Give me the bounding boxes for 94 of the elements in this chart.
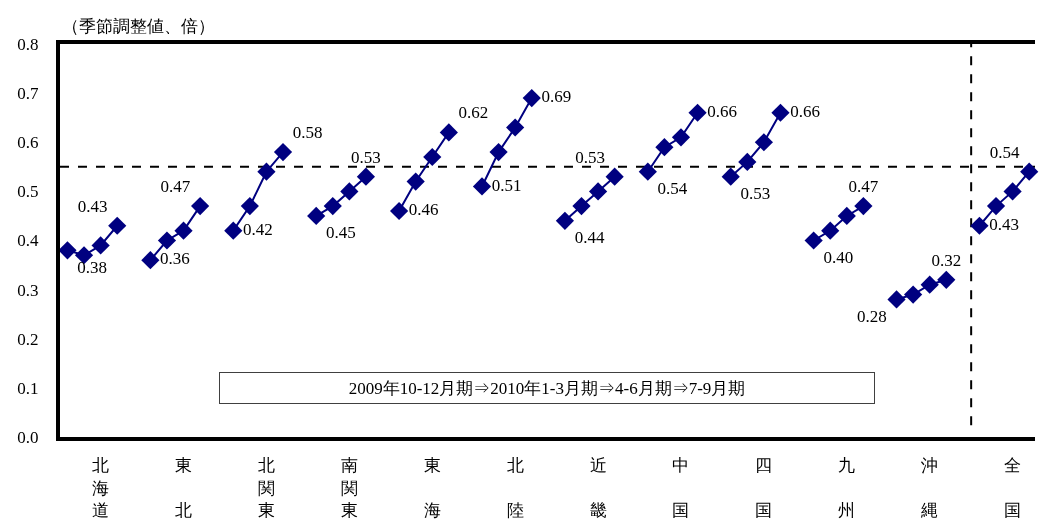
- category-label: 北陸: [506, 456, 524, 520]
- data-label: 0.53: [740, 184, 771, 204]
- point: [91, 236, 110, 255]
- point: [555, 211, 575, 230]
- data-label: 0.58: [292, 123, 323, 143]
- data-label: 0.66: [790, 102, 820, 122]
- point: [721, 167, 740, 186]
- point: [986, 197, 1006, 216]
- data-label: 0.53: [575, 147, 605, 167]
- y-tick-label: 0.2: [17, 329, 39, 349]
- point: [937, 270, 956, 289]
- point: [58, 241, 77, 260]
- y-axis-title: （季節調整値、倍）: [62, 17, 215, 36]
- point: [141, 251, 160, 270]
- point: [506, 118, 525, 137]
- point: [340, 182, 359, 201]
- point: [887, 290, 906, 309]
- data-label: 0.46: [408, 200, 439, 220]
- point: [821, 221, 840, 240]
- category-label: 九州: [838, 456, 856, 520]
- category-label: 近畿: [589, 456, 607, 520]
- point: [655, 138, 674, 157]
- point: [771, 103, 790, 122]
- data-label: 0.54: [657, 179, 688, 199]
- data-label: 0.40: [823, 248, 854, 267]
- y-tick-label: 0.7: [17, 84, 40, 104]
- y-tick-label: 0.6: [17, 133, 39, 153]
- y-tick-label: 0.5: [17, 182, 39, 202]
- point: [108, 216, 127, 235]
- point: [671, 128, 691, 147]
- point: [157, 231, 177, 250]
- point: [854, 197, 873, 216]
- data-label: 0.47: [848, 177, 879, 197]
- x-tick-label: 北海道: [92, 456, 110, 520]
- category-label: 東北: [175, 456, 193, 520]
- point: [389, 201, 409, 221]
- point: [174, 221, 193, 240]
- point: [522, 88, 541, 108]
- y-tick-label: 0.3: [17, 280, 39, 300]
- point: [406, 172, 425, 191]
- data-label: 0.53: [351, 147, 381, 167]
- point: [588, 182, 608, 201]
- point: [605, 167, 624, 186]
- data-label: 0.42: [243, 219, 273, 239]
- data-label: 0.51: [491, 175, 522, 195]
- data-label: 0.47: [160, 177, 191, 197]
- data-label: 0.43: [77, 196, 108, 216]
- data-label: 0.32: [931, 250, 962, 270]
- point: [738, 152, 757, 171]
- data-label: 0.44: [574, 228, 605, 248]
- data-label: 0.66: [707, 102, 738, 122]
- data-label: 0.38: [77, 257, 107, 277]
- y-tick-label: 0.1: [17, 378, 39, 398]
- data-label: 0.43: [989, 215, 1019, 235]
- category-label: 中国: [672, 456, 690, 520]
- point: [323, 197, 342, 216]
- point: [191, 197, 210, 216]
- y-tick-label: 0.4: [17, 231, 40, 251]
- point: [240, 197, 259, 216]
- point: [920, 275, 939, 294]
- point: [423, 147, 442, 167]
- point: [1003, 182, 1022, 201]
- point: [638, 162, 657, 181]
- data-label: 0.62: [458, 103, 489, 123]
- y-tick-label: 0.0: [17, 427, 39, 447]
- point: [489, 142, 508, 162]
- data-label: 0.54: [989, 142, 1020, 162]
- point: [439, 123, 458, 142]
- data-label: 0.36: [160, 249, 190, 269]
- point: [572, 197, 591, 216]
- x-tick-label: 北関東: [257, 456, 275, 520]
- point: [970, 216, 989, 235]
- point: [273, 142, 293, 162]
- x-tick-label: 南関東: [340, 456, 358, 520]
- category-label: 全国: [1004, 456, 1022, 520]
- point: [472, 177, 492, 196]
- point: [1020, 162, 1039, 181]
- y-tick-label: 0.8: [17, 34, 39, 54]
- data-label: 0.69: [541, 87, 572, 107]
- category-label: 四国: [755, 456, 773, 520]
- point: [804, 231, 823, 250]
- point: [754, 133, 773, 152]
- annotation: 2009年10-12月期⇒2010年1-3月期⇒4-6月期⇒7-9月期: [348, 378, 746, 398]
- data-label: 0.28: [857, 306, 887, 326]
- point: [257, 162, 276, 181]
- category-label: 沖縄: [921, 456, 939, 520]
- point: [904, 285, 923, 304]
- point: [837, 206, 856, 226]
- point: [307, 206, 326, 226]
- point: [224, 221, 243, 240]
- data-label: 0.45: [325, 223, 356, 243]
- category-label: 東海: [423, 456, 441, 520]
- point: [356, 167, 376, 186]
- point: [688, 103, 707, 122]
